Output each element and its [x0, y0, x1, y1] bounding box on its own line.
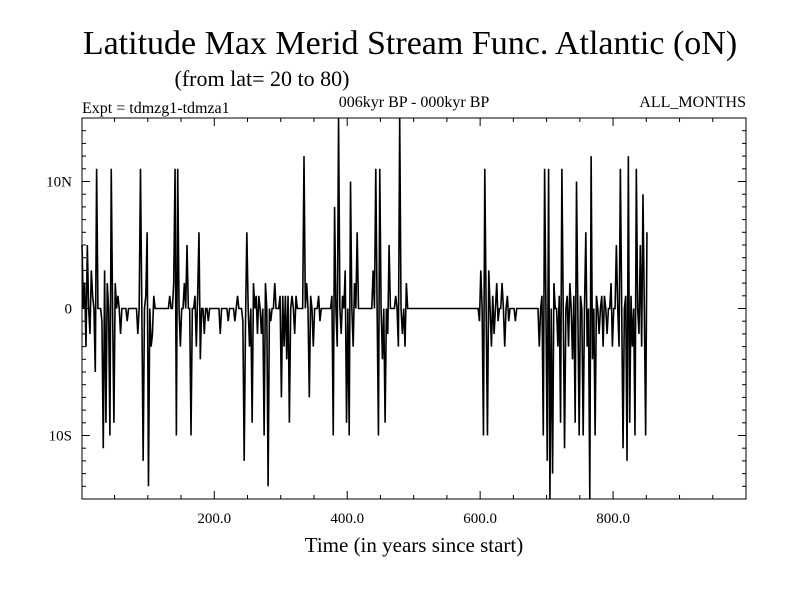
x-axis: 200.0 400.0 600.0 800.0 — [114, 118, 714, 527]
chart-subtitle: (from lat= 20 to 80) — [175, 66, 350, 91]
months-label: ALL_MONTHS — [639, 94, 746, 111]
chart-title: Latitude Max Merid Stream Func. Atlantic… — [83, 25, 737, 62]
x-tick-label: 400.0 — [330, 511, 364, 527]
series-group — [81, 117, 648, 500]
x-tick-label: 800.0 — [596, 511, 630, 527]
period-label: 006kyr BP - 000kyr BP — [339, 94, 490, 111]
x-tick-label: 600.0 — [463, 511, 497, 527]
series-line-0 — [81, 117, 648, 500]
x-tick-label: 200.0 — [197, 511, 231, 527]
experiment-label: Expt = tdmzg1-tdmza1 — [82, 100, 230, 117]
y-axis: 10N 0 10S — [46, 130, 746, 487]
y-tick-label: 10N — [46, 175, 72, 191]
y-tick-label: 10S — [49, 429, 72, 445]
x-axis-label: Time (in years since start) — [305, 533, 524, 557]
y-tick-label: 0 — [65, 302, 73, 318]
